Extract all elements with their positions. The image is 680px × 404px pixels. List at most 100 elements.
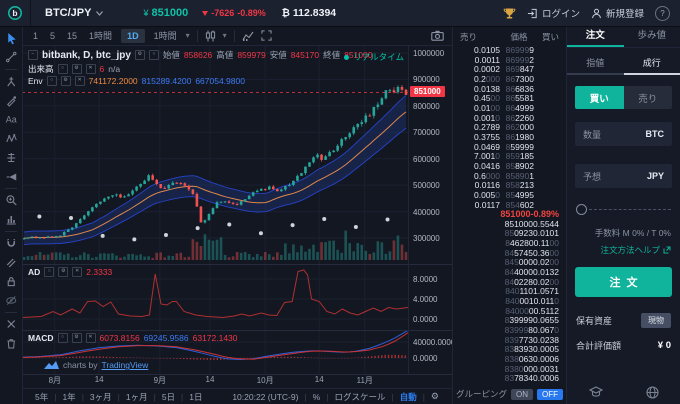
env-eye-icon[interactable]: ○ bbox=[46, 76, 57, 86]
bid-row[interactable]: 839998 0.0670 bbox=[504, 325, 559, 336]
pair-selector[interactable]: BTC/JPY bbox=[31, 7, 117, 19]
bid-row[interactable]: 844000 0.0132 bbox=[504, 267, 559, 278]
interval-more[interactable]: 1時間 bbox=[153, 31, 177, 41]
ask-row[interactable]: 0.6000 858901 bbox=[473, 170, 534, 181]
zoom-in-icon[interactable] bbox=[2, 191, 20, 210]
trend-line-icon[interactable] bbox=[2, 48, 20, 67]
pane-separator[interactable] bbox=[22, 330, 452, 331]
last-price-row[interactable]: 851000 -0.89% bbox=[500, 209, 559, 220]
main-chart-canvas[interactable] bbox=[22, 46, 408, 264]
trash-icon[interactable] bbox=[2, 334, 20, 353]
range-button-5[interactable]: 1日 bbox=[189, 391, 203, 402]
academy-icon[interactable] bbox=[588, 386, 603, 398]
subtab-market[interactable]: 成行 bbox=[623, 56, 680, 75]
prediction-icon[interactable] bbox=[2, 148, 20, 167]
interval-button-15[interactable]: 15 bbox=[67, 30, 78, 41]
bid-row[interactable]: 839999 0.0655 bbox=[504, 315, 559, 326]
fullscreen-icon[interactable] bbox=[261, 30, 272, 41]
sell-side-button[interactable]: 売り bbox=[623, 86, 672, 109]
bid-row[interactable]: 838393 0.0005 bbox=[504, 344, 559, 355]
ad-close-icon[interactable]: ✕ bbox=[72, 267, 83, 277]
tab-order[interactable]: 注文 bbox=[567, 26, 624, 47]
login-button[interactable]: ログイン bbox=[527, 6, 580, 20]
bid-row[interactable]: 838063 0.0006 bbox=[504, 354, 559, 364]
ad-eye-icon[interactable]: ○ bbox=[44, 267, 55, 277]
bid-row[interactable]: 851000 0.5544 bbox=[504, 218, 559, 229]
xabcd-pattern-icon[interactable] bbox=[2, 129, 20, 148]
grouping-on-button[interactable]: ON bbox=[511, 388, 533, 400]
macd-settings-icon[interactable]: ⚙ bbox=[71, 333, 82, 343]
cursor-icon[interactable] bbox=[2, 29, 20, 48]
candle-style-icon[interactable] bbox=[205, 30, 216, 42]
ask-row[interactable]: 0.3755 861980 bbox=[474, 131, 534, 142]
camera-snapshot-icon[interactable] bbox=[431, 30, 444, 41]
range-button-0[interactable]: 5年 bbox=[35, 391, 49, 402]
time-axis[interactable]: 8月 14 9月 14 10月 14 11月 bbox=[22, 375, 408, 388]
amount-slider[interactable] bbox=[576, 204, 671, 215]
bid-row[interactable]: 846280 0.1100 bbox=[505, 238, 559, 249]
measure-icon[interactable] bbox=[2, 210, 20, 229]
submit-order-button[interactable]: 注文 bbox=[575, 267, 672, 297]
price-axis[interactable]: 851000 1000000 900000 800000 700000 600000 50… bbox=[408, 46, 455, 374]
percent-toggle[interactable]: % bbox=[312, 391, 321, 402]
bid-row[interactable]: 845745 0.3600 bbox=[504, 247, 559, 258]
bid-row[interactable]: 845000 0.0200 bbox=[504, 257, 559, 268]
quantity-field[interactable]: 数量 BTC bbox=[575, 122, 672, 146]
ask-row[interactable]: 0.0050 854995 bbox=[473, 189, 534, 200]
interval-button-1時間[interactable]: 1時間 bbox=[89, 31, 113, 41]
tradingview-link[interactable]: TradingView bbox=[101, 360, 149, 370]
magnet-icon[interactable] bbox=[2, 234, 20, 253]
buy-side-button[interactable]: 買い bbox=[575, 86, 624, 109]
ask-row[interactable]: 0.0011 869992 bbox=[474, 54, 534, 65]
ask-row[interactable]: 0.0002 869847 bbox=[474, 64, 534, 75]
tab-trades[interactable]: 歩み値 bbox=[637, 30, 666, 41]
brush-icon[interactable] bbox=[2, 91, 20, 110]
ask-row[interactable]: 0.0116 858213 bbox=[474, 180, 534, 191]
lock-icon[interactable] bbox=[2, 272, 20, 291]
bid-row[interactable]: 840000 0.5112 bbox=[505, 305, 559, 316]
order-help-link[interactable]: 注文方法ヘルプ bbox=[576, 244, 671, 256]
volume-close-icon[interactable]: ✕ bbox=[85, 63, 96, 74]
ask-row[interactable]: 0.0117 854602 bbox=[474, 199, 534, 210]
interval-dropdown-caret[interactable]: ▾ bbox=[185, 31, 190, 40]
ask-row[interactable]: 0.0469 859999 bbox=[474, 141, 534, 152]
help-button[interactable]: ? bbox=[655, 5, 670, 21]
interval-button-1[interactable]: 1 bbox=[33, 30, 39, 41]
symbol-settings-icon[interactable]: ⚙ bbox=[134, 50, 145, 60]
grouping-off-button[interactable]: OFF bbox=[537, 388, 563, 400]
ad-pane-canvas[interactable] bbox=[22, 264, 408, 330]
bid-row[interactable]: 850923 0.0101 bbox=[504, 228, 559, 239]
chart-settings-gear-icon[interactable]: ⚙ bbox=[430, 391, 439, 401]
ask-row[interactable]: 7.0010 859185 bbox=[473, 151, 534, 162]
bitbank-logo[interactable]: b bbox=[0, 0, 31, 26]
text-tool-icon[interactable]: Aa bbox=[2, 110, 20, 129]
drawing-mode-icon[interactable] bbox=[2, 253, 20, 272]
ask-row[interactable]: 0.0100 864999 bbox=[473, 102, 534, 113]
volume-settings-icon[interactable]: ⚙ bbox=[71, 63, 82, 74]
symbol-eye-icon[interactable]: ○ bbox=[148, 50, 159, 60]
bid-row[interactable]: 840001 0.0110 bbox=[505, 296, 559, 307]
macd-eye-icon[interactable]: ○ bbox=[57, 333, 68, 343]
spot-badge[interactable]: 現物 bbox=[641, 313, 671, 328]
ask-row[interactable]: 0.2000 867300 bbox=[473, 73, 534, 84]
ad-settings-icon[interactable]: ⚙ bbox=[58, 267, 69, 277]
clock-utc[interactable]: 10:20:22 (UTC-9) bbox=[232, 391, 299, 402]
candle-style-caret[interactable]: ▾ bbox=[222, 31, 227, 40]
pane-separator[interactable] bbox=[22, 264, 452, 265]
ask-row[interactable]: 0.0010 862260 bbox=[473, 112, 534, 123]
signup-button[interactable]: 新規登録 bbox=[591, 6, 644, 20]
indicators-icon[interactable] bbox=[242, 30, 254, 42]
range-button-2[interactable]: 3ヶ月 bbox=[89, 391, 112, 402]
bid-row[interactable]: 838000 0.0031 bbox=[504, 363, 559, 374]
arrow-tool-icon[interactable] bbox=[2, 167, 20, 186]
bid-row[interactable]: 839773 0.0238 bbox=[504, 334, 559, 345]
language-globe-icon[interactable] bbox=[645, 386, 659, 399]
slider-track[interactable] bbox=[589, 209, 671, 210]
interval-button-5[interactable]: 5 bbox=[50, 30, 56, 41]
hide-drawings-icon[interactable] bbox=[2, 291, 20, 310]
macd-close-icon[interactable]: ✕ bbox=[85, 333, 96, 343]
ask-row[interactable]: 0.0416 858902 bbox=[474, 160, 534, 171]
trophy-icon[interactable] bbox=[503, 7, 516, 20]
ask-row[interactable]: 0.0138 866836 bbox=[474, 83, 534, 94]
ask-row[interactable]: 0.0105 869999 bbox=[474, 45, 534, 55]
